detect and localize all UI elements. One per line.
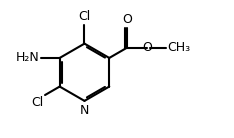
Text: CH₃: CH₃: [167, 41, 190, 54]
Text: O: O: [122, 13, 132, 26]
Text: Cl: Cl: [32, 96, 44, 109]
Text: Cl: Cl: [78, 10, 91, 23]
Text: H₂N: H₂N: [15, 51, 39, 64]
Text: N: N: [80, 104, 89, 117]
Text: O: O: [142, 41, 152, 54]
